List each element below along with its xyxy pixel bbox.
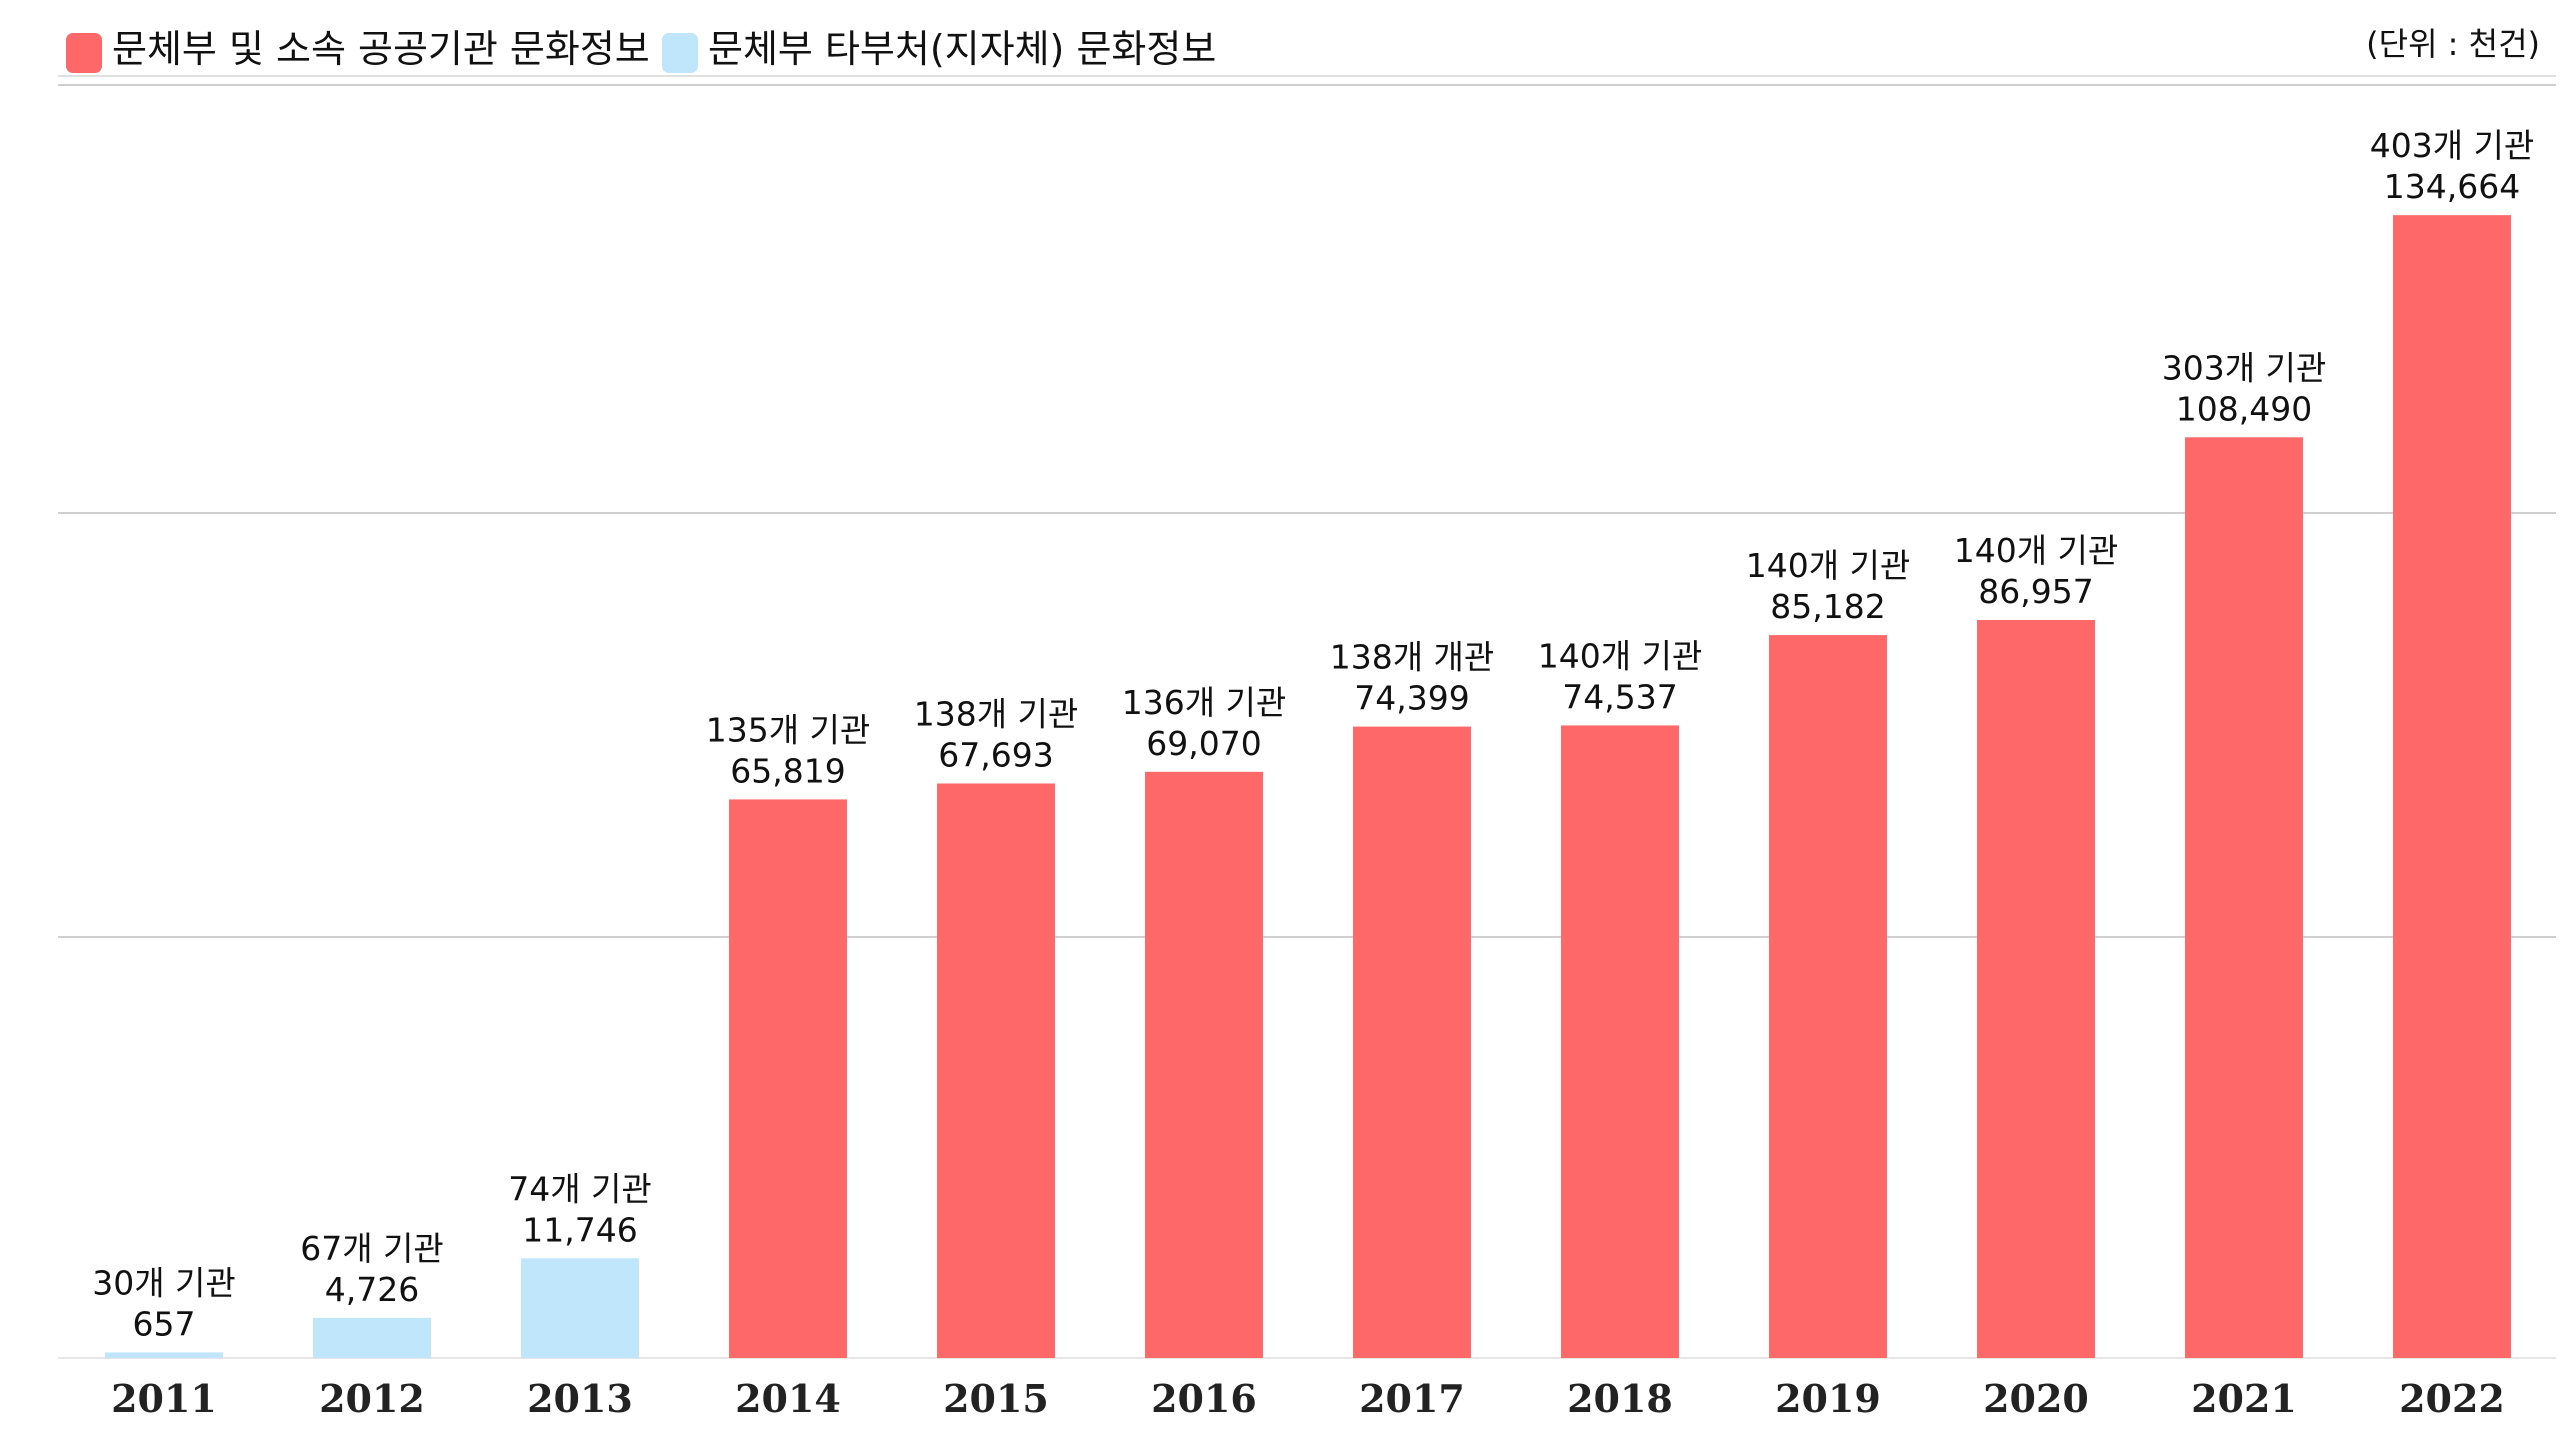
legend-label-ministry: 문체부 및 소속 공공기관 문화정보 [112,27,650,71]
grid-lines [58,75,2556,1359]
x-tick-2019: 2019 [1775,1376,1881,1421]
bar-2019 [1769,635,1887,1358]
bar-value-label-2019: 85,182 [1770,587,1885,626]
bar-value-label-2013: 11,746 [522,1210,637,1249]
bar-value-label-2017: 74,399 [1354,679,1469,718]
x-tick-2016: 2016 [1151,1376,1257,1421]
x-tick-2014: 2014 [735,1376,841,1421]
x-tick-2015: 2015 [943,1376,1049,1421]
bar-value-label-2015: 67,693 [938,736,1053,775]
bar-value-label-2018: 74,537 [1562,677,1677,716]
bar-annotation-2020: 140개 기관 [1954,531,2119,570]
x-tick-2017: 2017 [1359,1376,1465,1421]
bar-2022 [2393,215,2511,1359]
x-tick-2020: 2020 [1983,1376,2089,1421]
bar-annotation-2014: 135개 기관 [706,710,871,749]
bar-annotation-2016: 136개 기관 [1122,683,1287,722]
x-tick-2021: 2021 [2191,1376,2297,1421]
bar-2011 [105,1352,223,1358]
bar-annotation-2022: 403개 기관 [2370,126,2535,165]
bar-value-label-2022: 134,664 [2384,167,2520,206]
x-tick-2013: 2013 [527,1376,633,1421]
unit-label: (단위 : 천건) [2366,25,2540,63]
x-tick-2022: 2022 [2399,1376,2505,1421]
bar-value-label-2014: 65,819 [730,751,845,790]
bar-annotation-2021: 303개 기관 [2162,348,2327,387]
bar-2015 [937,783,1055,1358]
bar-value-label-2011: 657 [133,1304,196,1343]
bar-2018 [1561,725,1679,1358]
x-axis-ticks: 2011 2012 2013 2014 2015 2016 2017 2018 2019 2020… [111,1376,2505,1421]
bar-2012 [313,1317,431,1358]
bar-2016 [1145,771,1263,1358]
bar-2014 [729,799,847,1358]
bar-2020 [1977,620,2095,1358]
bar-value-label-2016: 69,070 [1146,724,1261,763]
bar-annotation-2013: 74개 기관 [508,1169,652,1208]
bar-annotation-2012: 67개 기관 [300,1229,444,1268]
x-tick-2012: 2012 [319,1376,425,1421]
legend-label-other: 문체부 타부처(지자체) 문화정보 [708,27,1216,71]
legend-swatch-other [662,33,698,73]
bar-2017 [1353,726,1471,1358]
x-tick-2011: 2011 [111,1376,217,1421]
bar-value-label-2012: 4,726 [325,1270,419,1309]
bar-value-label-2021: 108,490 [2176,389,2312,428]
bar-annotation-2011: 30개 기관 [92,1263,236,1302]
bars [105,215,2511,1359]
legend: 문체부 및 소속 공공기관 문화정보 문체부 타부처(지자체) 문화정보 [66,27,1216,73]
bar-annotation-2015: 138개 기관 [914,695,1079,734]
bar-value-label-2020: 86,957 [1978,572,2093,611]
bar-annotation-2017: 138개 개관 [1330,638,1495,677]
bar-annotation-2018: 140개 기관 [1538,636,1703,675]
x-tick-2018: 2018 [1567,1376,1673,1421]
bar-2021 [2185,437,2303,1359]
bar-2013 [521,1258,639,1358]
legend-swatch-ministry [66,33,102,73]
bar-annotation-2019: 140개 기관 [1746,546,1911,585]
